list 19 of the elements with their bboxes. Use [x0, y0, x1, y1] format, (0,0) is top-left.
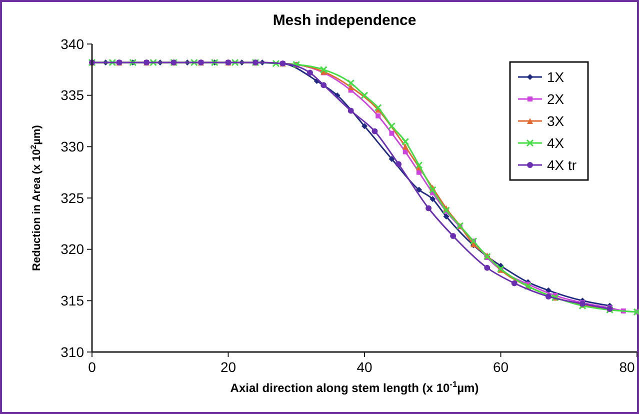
y-tick-label: 320	[60, 241, 84, 258]
chart-title: Mesh independence	[272, 12, 416, 29]
x-tick-label: 20	[220, 359, 236, 375]
legend-label: 2X	[547, 90, 565, 107]
x-axis-title: Axial direction along stem length (x 10$^{-1}$µm)	[230, 379, 479, 395]
y-tick-label: 315	[60, 292, 84, 309]
x-tick-label: 60	[492, 359, 509, 375]
legend-label: 3X	[547, 112, 565, 129]
y-tick-label: 310	[60, 344, 84, 360]
legend-label: 4X	[547, 134, 565, 151]
y-tick-label: 330	[60, 138, 84, 155]
x-tick-label: 80	[619, 359, 635, 375]
legend-label: 4X tr	[547, 156, 577, 173]
y-tick-label: 335	[60, 87, 84, 104]
y-tick-label: 325	[60, 190, 84, 206]
legend-label: 1X	[547, 68, 565, 85]
x-tick-label: 0	[88, 359, 96, 375]
y-tick-label: 340	[60, 36, 84, 52]
x-tick-label: 40	[356, 359, 372, 375]
